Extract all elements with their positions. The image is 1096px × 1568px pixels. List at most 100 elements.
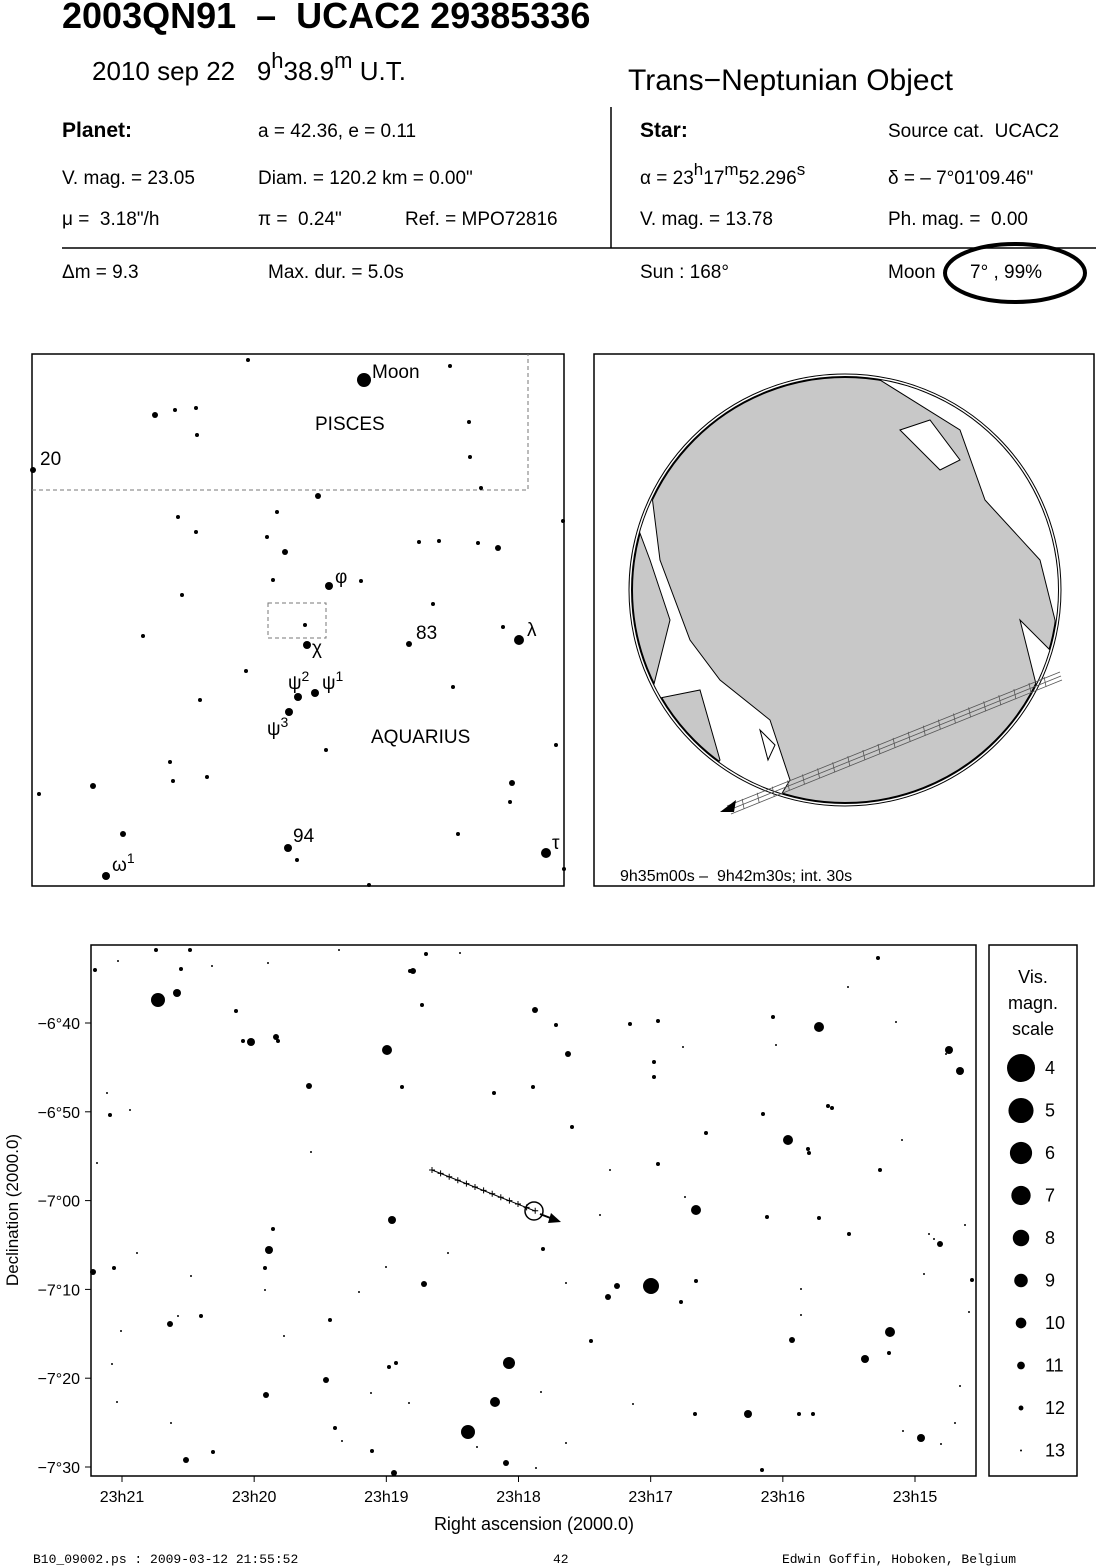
star: [180, 593, 184, 597]
star: [771, 1015, 775, 1019]
star: [895, 1021, 897, 1023]
star: [479, 486, 483, 490]
star: [679, 1300, 683, 1304]
star: [806, 1147, 810, 1151]
legend-dot: [1011, 1185, 1031, 1206]
footer-file: B10_09002.ps : 2009-03-12 21:55:52: [33, 1552, 298, 1567]
star: [198, 698, 202, 702]
star: [956, 1067, 964, 1075]
star: [562, 867, 566, 871]
star: [652, 1060, 656, 1064]
star: [282, 549, 288, 555]
star: [565, 1442, 567, 1444]
y-tick-label: −7°30: [38, 1460, 81, 1477]
star: [394, 1361, 398, 1365]
legend-label: 5: [1045, 1101, 1055, 1121]
legend-dot: [1014, 1273, 1028, 1288]
star: [467, 420, 471, 424]
star-label: 20: [40, 449, 61, 470]
star: [30, 467, 36, 473]
legend-title: Vis.: [1018, 967, 1048, 987]
star-label: Moon: [372, 362, 420, 383]
star-label: τ: [552, 833, 560, 854]
star: [382, 1045, 392, 1055]
motion-arrowhead: [548, 1213, 561, 1223]
star-label: 94: [293, 826, 315, 847]
star: [589, 1339, 593, 1343]
legend-title: scale: [1012, 1019, 1054, 1039]
star: [954, 1422, 956, 1424]
path-tick: [877, 743, 881, 755]
star: [495, 545, 501, 551]
star: [811, 1412, 815, 1416]
label-text: AQUARIUS: [371, 727, 470, 748]
path-tick: [938, 719, 941, 730]
star: [540, 1391, 542, 1393]
x-tick-label: 23h18: [496, 1489, 541, 1506]
star: [129, 1109, 131, 1111]
legend-label: 4: [1045, 1058, 1055, 1078]
star: [744, 1410, 752, 1418]
star: [410, 968, 416, 974]
star: [195, 433, 199, 437]
star: [265, 1246, 273, 1254]
track-tick: [532, 1207, 539, 1214]
star: [311, 689, 319, 697]
star: [358, 1291, 360, 1293]
star: [194, 530, 198, 534]
source: Source cat. UCAC2: [888, 121, 1059, 142]
details: Planet: a = 42.36, e = 0.11 V. mag. = 23…: [62, 119, 1059, 283]
label-sup: 2: [302, 668, 310, 684]
star: [171, 779, 175, 783]
path-tick: [953, 713, 956, 724]
star: [116, 1401, 118, 1403]
star: [367, 883, 371, 887]
reference: Ref. = MPO72816: [405, 209, 558, 230]
star: [532, 1007, 538, 1013]
star: [271, 1227, 275, 1231]
star: [940, 1443, 942, 1445]
y-tick-label: −7°00: [38, 1194, 81, 1211]
star: [609, 1169, 611, 1171]
track-tick: [446, 1173, 453, 1180]
star: [861, 1355, 869, 1363]
label-text: χ: [312, 638, 322, 659]
track-tick: [472, 1184, 478, 1190]
star-label: PISCES: [315, 414, 385, 435]
finder-stars: [30, 358, 566, 887]
star: [503, 1460, 509, 1466]
star: [945, 1046, 953, 1054]
parallax: π = 0.24": [258, 209, 342, 230]
star: [501, 625, 505, 629]
star: [490, 1397, 500, 1407]
ra: α = 23h17m52.296s: [640, 160, 805, 189]
planet-vmag: V. mag. = 23.05: [62, 168, 195, 189]
object-type: Trans−Neptunian Object: [628, 64, 954, 97]
star: [333, 1426, 337, 1430]
star: [205, 775, 209, 779]
legend-label: 9: [1045, 1271, 1055, 1291]
star: [830, 1106, 834, 1110]
star: [826, 1104, 830, 1108]
star: [461, 1425, 475, 1439]
star: [370, 1392, 372, 1394]
legend-label: 11: [1045, 1356, 1064, 1376]
path-tick: [832, 762, 836, 773]
star: [514, 635, 524, 645]
star: [628, 1022, 632, 1026]
planet-label: Planet:: [62, 119, 132, 142]
star: [570, 1125, 574, 1129]
star-label: 83: [416, 623, 437, 644]
star: [325, 582, 333, 590]
path-tick: [1013, 689, 1017, 700]
star: [120, 1330, 122, 1332]
star: [37, 792, 41, 796]
label-sup: 1: [336, 668, 344, 684]
track-tick: [506, 1197, 513, 1204]
label-text: ω: [112, 855, 127, 876]
path-tick: [922, 725, 926, 736]
star: [451, 685, 455, 689]
star: [761, 1112, 765, 1116]
star-vmag: V. mag. = 13.78: [640, 209, 773, 230]
